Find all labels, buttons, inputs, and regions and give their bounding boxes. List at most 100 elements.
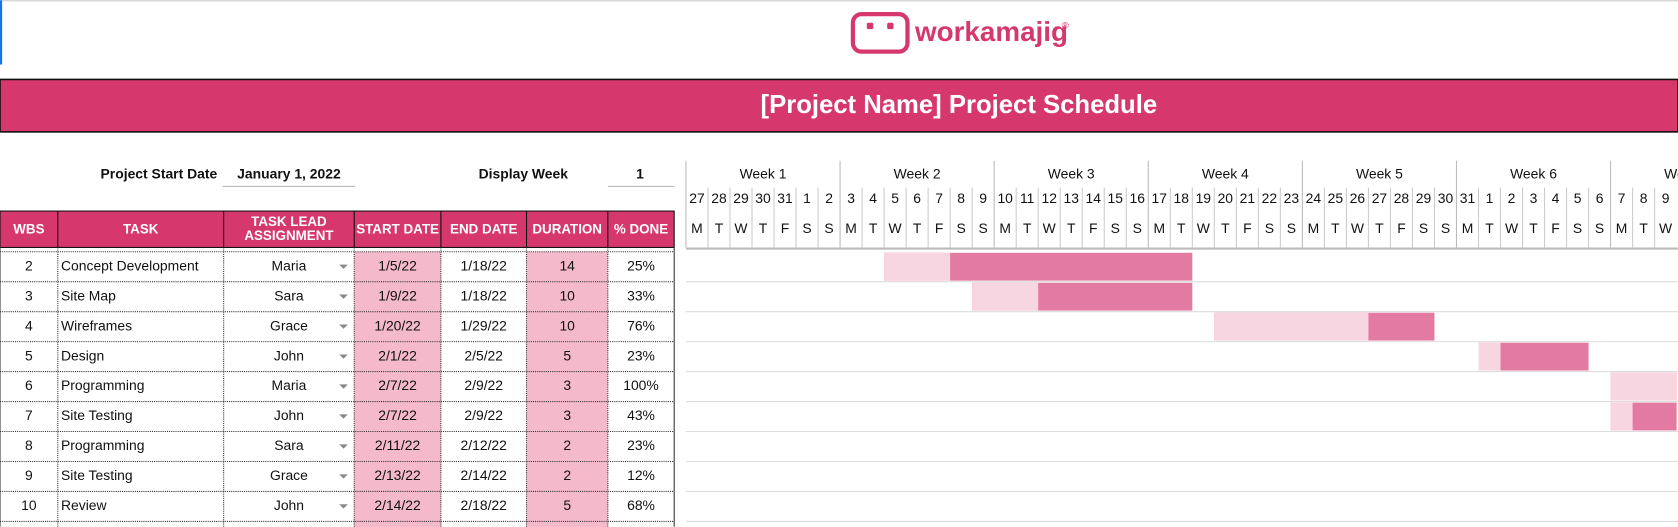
weekday: M (1308, 220, 1320, 236)
cell: 10 (559, 287, 575, 303)
grid: WBS TASK TASK LEAD ASSIGNMENT START DATE END… (0, 160, 1678, 527)
cell: Wireframes (61, 317, 132, 333)
day-number: 13 (1063, 190, 1079, 206)
day-number: 4 (1552, 190, 1560, 206)
day-number: 28 (1394, 190, 1410, 206)
dropdown-arrow[interactable] (339, 294, 348, 299)
day-number: 30 (755, 190, 771, 206)
day-number: 16 (1130, 190, 1146, 206)
week-value[interactable]: 1 (636, 165, 644, 181)
day-number: 7 (935, 190, 943, 206)
day-number: 25 (1328, 190, 1344, 206)
logo-icon (850, 12, 910, 54)
week-label: Week 2 (894, 165, 941, 181)
cell: 2/9/22 (464, 407, 503, 423)
cell: 6 (25, 377, 33, 393)
weekday: T (1529, 220, 1538, 236)
weekday: F (1089, 220, 1098, 236)
day-number: 14 (1086, 190, 1102, 206)
day-number: 17 (1152, 190, 1168, 206)
weekday: F (1397, 220, 1406, 236)
header-cell: TASK (123, 222, 158, 236)
weekday: T (913, 220, 922, 236)
week-label: Week 6 (1510, 165, 1557, 181)
weekday: T (715, 220, 724, 236)
dropdown-arrow[interactable] (339, 264, 348, 269)
logo-eye (866, 22, 874, 30)
weekday: S (1441, 220, 1450, 236)
weekday: T (759, 220, 768, 236)
week-label: Week 4 (1202, 165, 1249, 181)
week-label: Week 1 (740, 165, 787, 181)
task-done-bar (1610, 372, 1677, 401)
day-number: 3 (847, 190, 855, 206)
cell: 2/5/22 (464, 347, 503, 363)
day-number: 8 (957, 190, 965, 206)
header-cell: END DATE (450, 222, 517, 236)
cell: 2/11/22 (375, 437, 421, 453)
cell: 33% (627, 287, 655, 303)
cell: 8 (25, 437, 33, 453)
weekday: S (979, 220, 988, 236)
highlight-cell (526, 341, 608, 372)
cell: 1/20/22 (374, 317, 421, 333)
cell: 9 (25, 467, 33, 483)
day-number: 23 (1284, 190, 1300, 206)
day-number: 3 (1530, 190, 1538, 206)
header-cell: TASK LEAD ASSIGNMENT (244, 214, 334, 244)
cell: 3 (563, 407, 571, 423)
column-header: START DATE (356, 221, 439, 237)
cell: 2/1/22 (378, 347, 417, 363)
weekday: S (1595, 220, 1604, 236)
day-number: 2 (825, 190, 833, 206)
highlight-cell (354, 311, 441, 342)
dropdown-arrow[interactable] (339, 324, 348, 329)
day-number: 27 (689, 190, 705, 206)
logo-eye (887, 22, 894, 30)
day-number: 15 (1108, 190, 1124, 206)
dropdown-arrow[interactable] (339, 504, 348, 509)
day-number: 12 (1041, 190, 1057, 206)
day-number: 9 (1662, 190, 1670, 206)
weekday: F (781, 220, 790, 236)
column-header: TASK LEAD ASSIGNMENT (244, 214, 334, 244)
cell: 2/14/22 (461, 467, 508, 483)
header-cell: START DATE (356, 221, 439, 237)
dropdown-arrow[interactable] (339, 354, 348, 359)
weekday: S (1287, 220, 1296, 236)
day-number: 18 (1174, 190, 1190, 206)
logo-mark: ® (1062, 20, 1069, 31)
start-label: Project Start Date (101, 165, 218, 181)
day-number: 11 (1020, 190, 1035, 206)
cell: 2/14/22 (374, 497, 421, 513)
highlight-cell (526, 371, 608, 402)
cell: Concept Development (61, 257, 199, 273)
dropdown-arrow[interactable] (339, 444, 348, 449)
day-number: 5 (1574, 190, 1582, 206)
cell: 2/18/22 (461, 497, 508, 513)
weekday: S (1573, 220, 1582, 236)
weekday: M (691, 220, 703, 236)
weekday: F (1243, 220, 1252, 236)
cell: 2/9/22 (464, 377, 503, 393)
weekday: W (1351, 220, 1365, 236)
start-value[interactable]: January 1, 2022 (237, 165, 341, 181)
weekday: S (1133, 220, 1142, 236)
dropdown-arrow[interactable] (339, 474, 348, 479)
day-number: 30 (1438, 190, 1454, 206)
dropdown-arrow[interactable] (339, 384, 348, 389)
highlight-cell (354, 461, 441, 492)
cell: 5 (563, 347, 571, 363)
day-number: 28 (711, 190, 727, 206)
highlight-cell (354, 431, 441, 462)
cell: Maria (272, 257, 307, 273)
weekday: W (1043, 220, 1057, 236)
highlight-cell (354, 341, 441, 372)
cell: Design (61, 347, 104, 363)
day-number: 20 (1218, 190, 1234, 206)
dropdown-arrow[interactable] (339, 414, 348, 419)
highlight-cell (526, 461, 608, 492)
day-number: 6 (913, 190, 921, 206)
day-number: 4 (869, 190, 877, 206)
